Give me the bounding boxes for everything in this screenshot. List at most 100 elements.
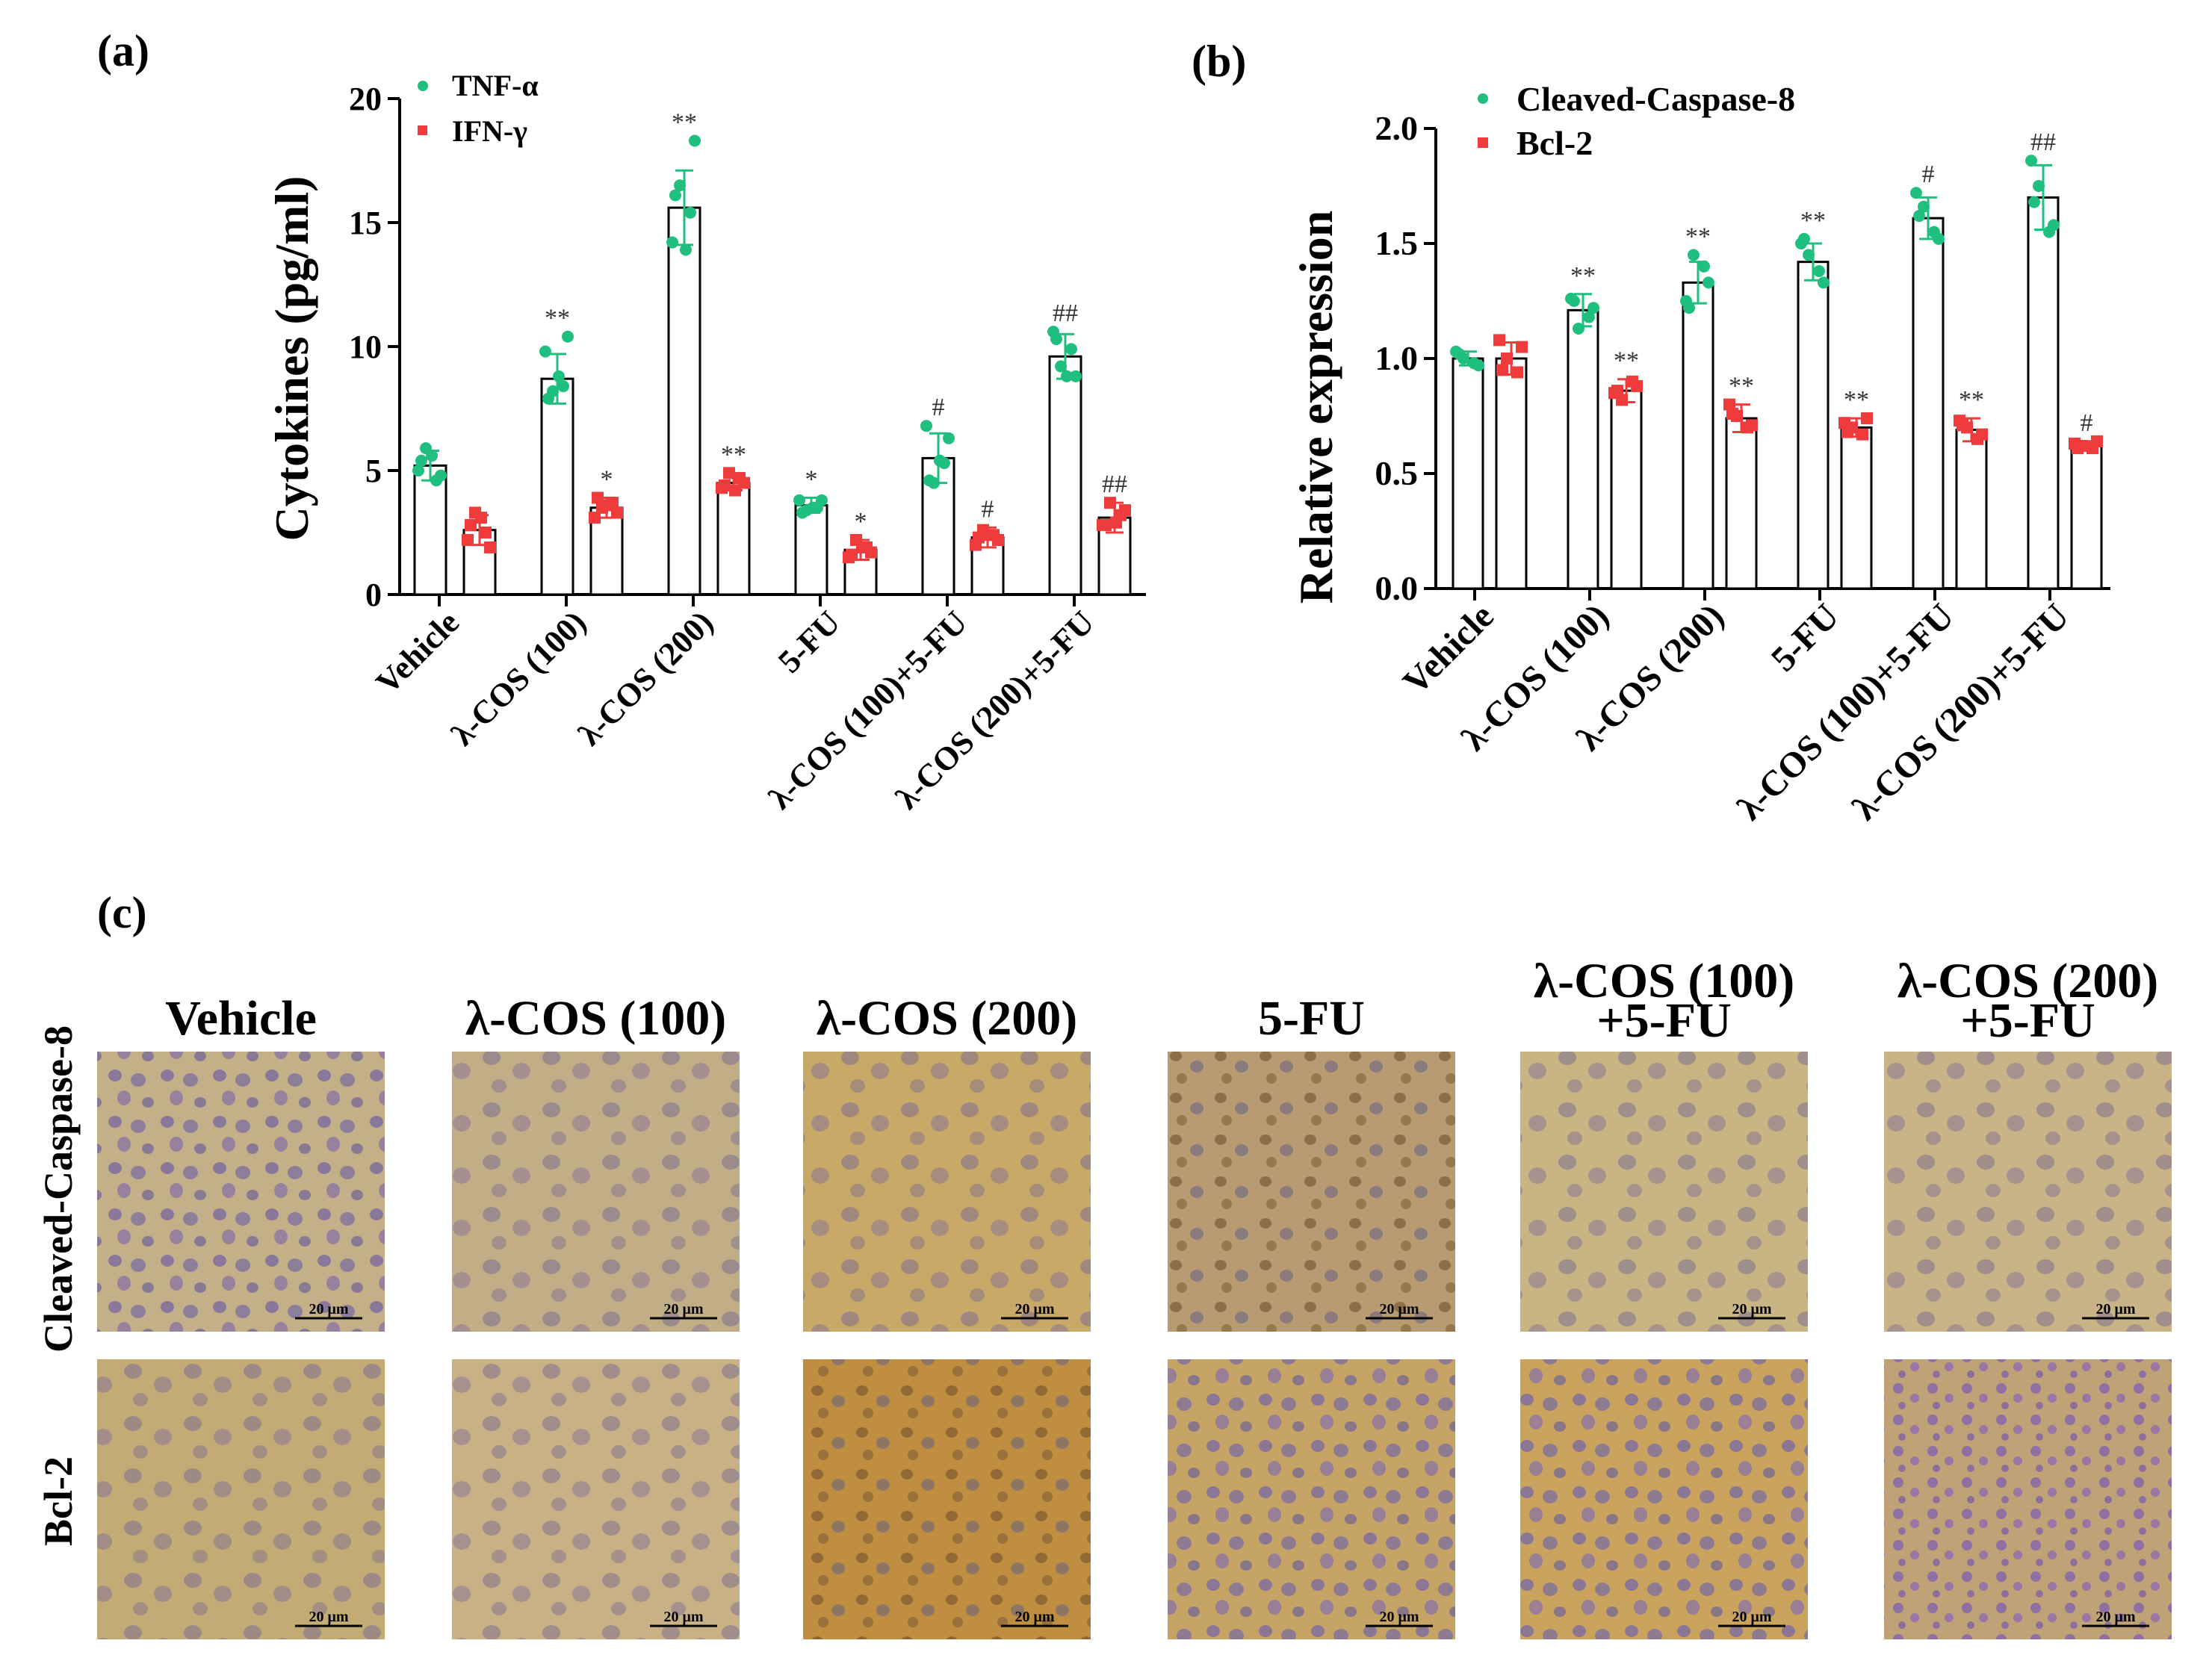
data-point [1861,412,1873,425]
chart-b-legend: Cleaved-Caspase-8 Bcl-2 [1478,80,1795,162]
significance-mark: * [805,466,818,494]
significance-mark: ** [672,108,697,136]
scale-bar-label: 20 μm [309,1301,349,1317]
bar [1048,355,1082,596]
data-point [1516,341,1528,353]
data-point [1698,260,1710,273]
data-point [1100,519,1112,532]
legend-a-tnf-marker [418,81,428,91]
significance-mark: ** [1959,386,1984,414]
data-point [480,527,492,538]
bar [716,482,751,596]
data-point [1746,419,1758,432]
bar [1840,426,1873,590]
data-point [426,450,438,462]
bar [1452,357,1484,590]
y-tick-label: 20 [349,81,382,117]
legend-b-bcl2-marker [1478,137,1488,148]
data-point [2033,180,2045,192]
data-point [1050,333,1062,346]
data-point [435,469,447,482]
micrograph-column-title: λ-COS (100) [1534,954,1795,1008]
data-point [553,370,565,382]
chart-b-ylabel: Relative expression [1289,211,1342,604]
micrograph-cells [1884,1052,2172,1332]
data-point [562,330,574,343]
data-point [1573,322,1584,335]
scale-bar-label: 20 μm [1015,1301,1055,1317]
micrograph-column-title: λ-COS (100) [465,991,727,1046]
scale-bar-label: 20 μm [1732,1301,1772,1317]
data-point [1104,497,1116,509]
data-point [1723,398,1735,411]
micrograph-cells [452,1052,740,1332]
micrograph-row-label: Bcl-2 [36,1456,81,1546]
legend-b-caspase-label: Cleaved-Caspase-8 [1517,80,1795,118]
data-point [1055,360,1067,373]
data-point [846,548,858,561]
data-point [412,465,424,476]
bar [1682,281,1714,590]
data-point [1841,426,1853,438]
significance-mark: ## [1102,471,1127,498]
data-point [674,179,686,192]
x-category-label: λ-COS (100)+5-FU [1730,596,1962,828]
data-point [684,206,696,219]
data-point [415,454,427,467]
scale-bar-label: 20 μm [664,1609,704,1625]
x-category-label: Vehicle [369,603,466,701]
legend-a-ifn-label: IFN-γ [452,114,527,148]
significance-mark: * [601,466,613,494]
significance-mark: ## [1053,299,1078,327]
x-category-label: 5-FU [1764,596,1847,679]
data-point [1070,370,1082,382]
data-point [983,529,995,541]
x-category-label: λ-COS (200)+5-FU [1845,596,2077,828]
bar [1725,417,1758,590]
data-point [592,491,604,504]
data-point [1856,428,1868,441]
micrograph-row-label: Cleaved-Caspase-8 [36,1025,81,1353]
bar [2027,196,2060,590]
data-point [1818,276,1830,289]
data-point [796,506,808,519]
data-point [923,474,935,487]
significance-mark: ** [721,441,746,468]
micrograph-column-title: 5-FU [1258,991,1365,1046]
data-point [920,420,932,432]
data-point [2072,442,2084,455]
micrograph-cells [1520,1052,1808,1332]
data-point [1493,334,1505,347]
micrograph-column-title: +5-FU [1960,993,2095,1048]
data-point [602,499,614,512]
data-point [1065,343,1077,356]
data-point [1726,407,1738,420]
chart-a-legend: TNF-α IFN-γ [418,69,539,148]
data-point [589,512,601,524]
data-point [856,541,868,553]
significance-mark: # [982,495,994,523]
scale-bar-label: 20 μm [2096,1301,2136,1317]
micrograph-column-title: +5-FU [1596,993,1732,1048]
data-point [1798,232,1810,245]
micrograph-cells [1168,1359,1455,1639]
data-point [934,454,946,467]
bar [667,206,701,596]
scale-bar-label: 20 μm [2096,1609,2136,1625]
significance-mark: # [1922,161,1935,188]
significance-mark: * [855,508,867,536]
data-point [669,189,681,202]
data-point [973,531,985,544]
panel-label-b: (b) [1192,37,1246,86]
data-point [1683,302,1695,314]
data-point [680,243,692,256]
data-point [1501,353,1513,364]
scale-bar-label: 20 μm [1380,1609,1419,1625]
data-point [793,494,805,506]
significance-mark: # [932,394,945,421]
data-point [1110,516,1122,529]
data-point [2048,219,2060,232]
bar [1912,217,1945,590]
legend-b-bcl2-label: Bcl-2 [1517,124,1593,162]
